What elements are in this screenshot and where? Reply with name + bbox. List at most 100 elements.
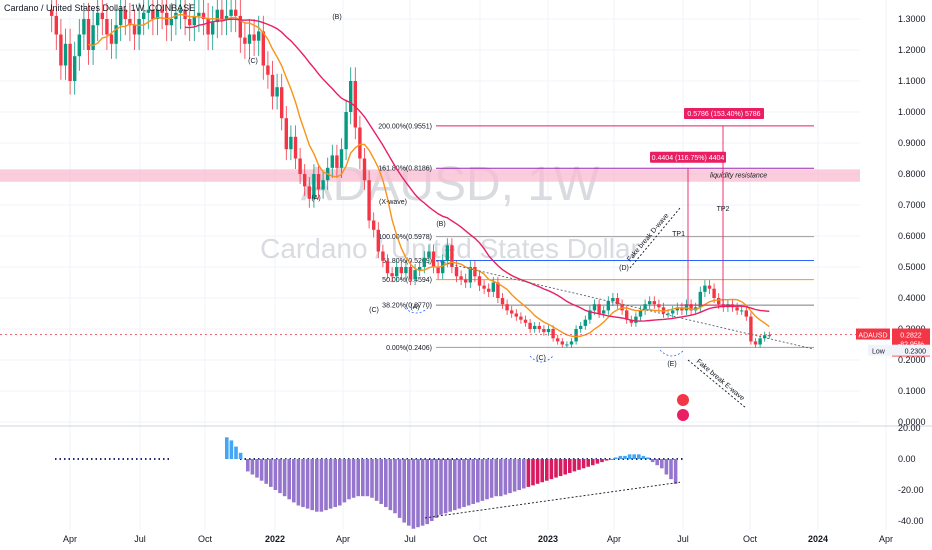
candle-body [298,158,302,174]
candle-body [413,270,417,280]
candles [50,0,771,348]
osc-bar [370,459,374,498]
wave-label: (D) [619,265,629,272]
candle-body [615,298,620,305]
candle-body [54,15,58,35]
wave-label: (E) [667,361,676,368]
osc-bar [374,459,379,501]
candle-body [119,9,123,26]
osc-bar [434,459,439,518]
candle-body [96,12,100,26]
fib-level-label: 38.20%(0.3770) [382,303,432,310]
candle-body [77,34,81,57]
candle-body [514,313,518,317]
osc-bar [476,459,480,503]
time-axis[interactable]: Apr Jul Oct 2022 Apr Jul Oct 2023 Apr Jul Oct 2024 A… [63,534,893,544]
osc-bar [600,459,604,463]
candle-body [243,37,247,44]
candle-body [454,267,459,277]
candle-body [675,307,679,311]
osc-bar [604,459,609,461]
candle-body [252,34,256,41]
candle-body [238,15,242,38]
candle-body [459,276,463,280]
candle-body [749,316,753,342]
time-tick-label: 2024 [808,534,828,544]
osc-bar [384,459,388,508]
price-tick-label: 0.4000 [898,293,926,303]
osc-tick-label: 0.00 [898,454,916,464]
candle-body [215,9,219,23]
candle-body [160,9,164,13]
grid [0,0,932,530]
candle-body [224,15,229,19]
time-tick-label: Oct [743,534,758,544]
osc-bar [282,459,287,497]
candle-body [321,180,325,190]
osc-bar [238,452,243,459]
price-tick-label: 0.0000 [898,417,926,427]
osc-bar [457,459,462,509]
osc-bar [443,459,448,514]
wave-label: (A) [410,304,419,311]
fib-level-label: 161.80%(0.8186) [378,166,432,173]
wave-label: (C) [536,355,546,362]
candle-body [569,341,574,345]
osc-bar [512,459,517,492]
fib-level-label: 0.00%(0.2406) [386,345,432,352]
candle-body [441,260,445,274]
osc-bar [225,437,229,459]
osc-bar [499,459,503,497]
candle-body [381,251,385,261]
osc-tick-label: -40.00 [898,516,924,526]
candle-body [362,158,367,181]
tp2-label: TP2 [717,206,730,213]
osc-bar [402,459,406,523]
candle-body [142,12,146,19]
candle-body [574,329,578,342]
candle-body [473,267,477,277]
price-axis[interactable]: 1.3000 1.2000 1.1000 1.0000 0.9000 0.8000 0.70… [898,14,926,526]
candle-body [652,301,656,305]
osc-bar [287,459,291,500]
osc-bar [618,455,623,459]
candle-body [91,25,95,50]
candle-body [744,310,748,317]
candle-body [303,174,307,187]
last-price-symbol-badge [856,328,890,340]
osc-bar [328,459,333,509]
osc-tick-label: 20.00 [898,423,921,433]
candle-body [353,81,357,128]
osc-bar [315,459,319,512]
candle-body [707,285,712,289]
candle-body [155,9,160,19]
osc-bar [535,459,540,484]
candle-body [431,251,436,267]
osc-bar [673,459,678,484]
osc-bar [522,459,526,489]
candle-body [625,310,629,320]
candle-body [468,267,472,283]
candle-body [261,31,265,66]
candle-body [422,257,426,267]
candle-body [767,335,771,337]
osc-bar [526,459,531,487]
candle-body [132,25,137,35]
fib-level-label: 200.00%(0.9551) [378,123,432,130]
candle-body [376,229,380,252]
candle-body [206,19,210,35]
price-tick-label: 1.3000 [898,14,926,24]
candle-body [703,285,707,292]
time-tick-label: Jul [134,534,146,544]
osc-bar [540,459,544,483]
wave-label: (X-wave) [379,199,407,206]
fib-level-label: 100.00%(0.5978) [378,234,432,241]
fib-retracement[interactable]: 200.00%(0.9551) 161.80%(0.8186) 100.00%(0.… [378,123,814,352]
osc-bar [338,459,342,506]
candle-body [464,279,468,283]
candle-body [634,316,638,323]
candle-body [316,174,321,190]
osc-bar [416,459,420,528]
candle-body [192,15,196,26]
